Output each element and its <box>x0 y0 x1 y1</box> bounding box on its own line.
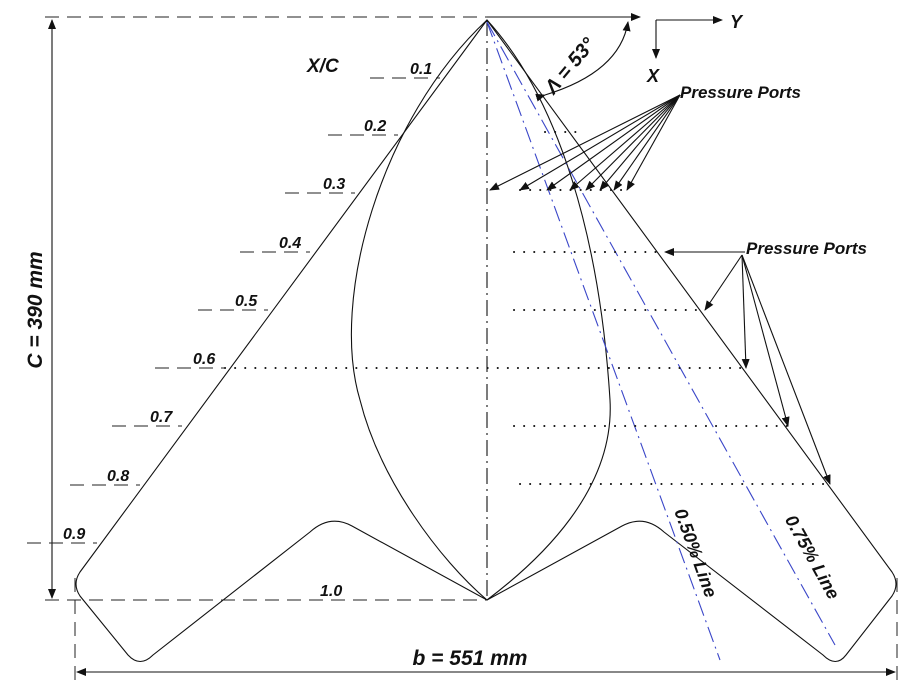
ogive-left <box>350 19 488 601</box>
station-label: 0.9 <box>63 526 85 543</box>
ogive-right <box>486 19 611 601</box>
station-ticks <box>27 77 440 544</box>
pressure-port-rows <box>224 131 831 485</box>
span-label: b = 551 mm <box>413 647 528 670</box>
axis-x-label: X <box>646 66 660 86</box>
station-label: 0.8 <box>107 468 129 485</box>
chord-label: C = 390 mm <box>24 251 47 368</box>
station-label: 1.0 <box>320 583 342 600</box>
pressure-ports-right-label: Pressure Ports <box>746 239 867 258</box>
line-75-percent <box>486 21 836 646</box>
wing-outline <box>75 19 897 663</box>
sweep-angle-label: Λ = 53° <box>540 33 600 99</box>
line-50-percent <box>486 21 721 661</box>
station-label: 0.1 <box>410 61 432 78</box>
station-label: 0.3 <box>323 176 345 193</box>
sweep-angle-arc <box>535 21 631 102</box>
station-label: 0.6 <box>193 351 215 368</box>
axis-y-label: Y <box>730 12 744 32</box>
pressure-port-leaders-right <box>664 248 831 485</box>
station-label: 0.7 <box>150 409 173 426</box>
station-label: 0.5 <box>235 293 258 310</box>
station-label: 0.4 <box>279 235 301 252</box>
line-75-label: 0.75% Line <box>781 512 844 603</box>
xc-label: X/C <box>306 56 339 77</box>
pressure-ports-top-label: Pressure Ports <box>680 83 801 102</box>
station-label: 0.2 <box>364 118 386 135</box>
line-50-label: 0.50% Line <box>670 506 721 600</box>
pressure-port-leaders-top <box>489 94 681 191</box>
station-labels: 0.1 0.2 0.3 0.4 0.5 0.6 0.7 0.8 0.9 1.0 <box>63 61 432 600</box>
